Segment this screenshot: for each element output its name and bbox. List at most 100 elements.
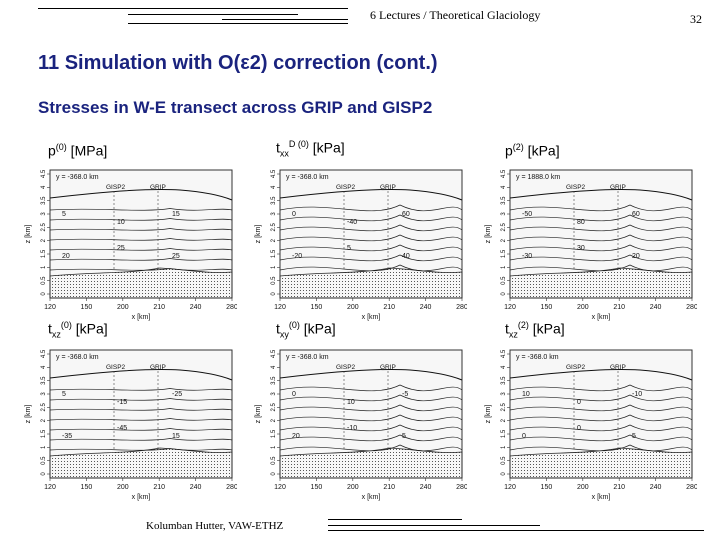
title-prefix: 11 Simulation with O( — [38, 52, 241, 74]
z-tick-label: 2.5 — [41, 403, 47, 412]
z-tick-label: 3 — [271, 392, 277, 396]
contour-line — [279, 264, 463, 272]
footer-rule-a — [328, 519, 462, 520]
contour-value-label: 15 — [172, 211, 180, 218]
bedrock-region — [509, 267, 693, 299]
ice-surface — [49, 188, 233, 201]
station-label: GRIP — [610, 184, 626, 191]
x-tick-label: 240 — [190, 304, 202, 311]
x-tick-label: 200 — [347, 304, 359, 311]
contour-line — [49, 438, 233, 441]
footer-author: Kolumban Hutter, VAW-ETHZ — [146, 520, 284, 532]
x-tick-label: 150 — [541, 484, 553, 491]
contour-value-label: 0 — [522, 433, 526, 440]
x-tick-label: 120 — [504, 484, 516, 491]
contour-plot: 10 0 -10 0 0 5 y = -368.0 km GISP2 GRIP 0 0.5 1 1.5 2… — [485, 349, 698, 501]
x-tick-label: 150 — [541, 304, 553, 311]
contour-value-label: 5 — [632, 433, 636, 440]
x-tick-label: 280 — [686, 484, 697, 491]
z-tick-label: 3.5 — [501, 376, 507, 385]
contour-line — [49, 448, 233, 451]
ice-surface — [509, 188, 693, 201]
z-tick-label: 4.5 — [41, 349, 47, 358]
panel-label-1: p(0) [MPa] — [48, 142, 108, 159]
contour-value-label: 5 — [347, 245, 351, 252]
x-tick-label: 280 — [226, 484, 237, 491]
title-suffix: ) correction (cont.) — [260, 52, 438, 74]
z-tick-label: 1.5 — [41, 249, 47, 258]
contour-line — [509, 254, 693, 262]
z-tick-label: 4.5 — [271, 169, 277, 178]
header-rule-c — [128, 23, 348, 24]
contour-value-label: 60 — [402, 211, 410, 218]
contour-line — [509, 424, 693, 432]
panel-label-5: txy(0) [kPa] — [276, 320, 336, 340]
x-tick-label: 210 — [613, 484, 625, 491]
z-tick-label: 3 — [41, 212, 47, 216]
header-rule-a — [128, 14, 298, 15]
z-tick-label: 3.5 — [271, 196, 277, 205]
x-tick-label: 210 — [153, 304, 165, 311]
bedrock-region — [279, 267, 463, 299]
slide-subtitle: Stresses in W-E transect across GRIP and… — [38, 98, 433, 117]
section-label: y = -368.0 km — [286, 354, 329, 361]
z-tick-label: 2 — [271, 238, 277, 242]
panel-label-4: txz(0) [kPa] — [48, 320, 108, 340]
slide-title: 11 Simulation with O(ε2) correction (con… — [38, 52, 438, 75]
contour-line — [279, 384, 463, 392]
z-axis-label: z [km] — [25, 225, 32, 244]
contour-value-label: -25 — [172, 391, 182, 398]
x-tick-label: 120 — [44, 304, 56, 311]
contour-value-label: -20 — [292, 253, 302, 260]
title-epsilon: ε — [240, 52, 250, 74]
z-tick-label: 0.5 — [41, 276, 47, 285]
ice-surface — [509, 368, 693, 381]
z-tick-label: 2.5 — [501, 403, 507, 412]
contour-value-label: 15 — [172, 433, 180, 440]
contour-line — [49, 388, 233, 391]
x-tick-label: 200 — [577, 484, 589, 491]
contour-line — [279, 254, 463, 262]
contour-value-label: -45 — [117, 425, 127, 432]
ice-surface — [279, 188, 463, 201]
contour-line — [49, 238, 233, 241]
contour-line — [49, 208, 233, 211]
contour-line — [49, 428, 233, 431]
z-tick-label: 4.5 — [501, 169, 507, 178]
x-tick-label: 120 — [504, 304, 516, 311]
x-axis-label: x [km] — [132, 314, 151, 321]
contour-value-label: 5 — [62, 391, 66, 398]
station-label: GISP2 — [566, 364, 586, 371]
contour-line — [509, 444, 693, 452]
z-tick-label: 0.5 — [501, 456, 507, 465]
x-tick-label: 150 — [81, 304, 93, 311]
z-tick-label: 4.5 — [41, 169, 47, 178]
contour-value-label: -10 — [347, 425, 357, 432]
station-label: GRIP — [150, 364, 166, 371]
x-tick-label: 120 — [274, 304, 286, 311]
contour-line — [509, 384, 693, 392]
x-axis-label: x [km] — [362, 314, 381, 321]
x-tick-label: 280 — [226, 304, 237, 311]
z-tick-label: 3.5 — [501, 196, 507, 205]
contour-plot: 0 10 -5 20 -10 5 y = -368.0 km GISP2 GRIP 0 0.5 1 1.… — [255, 349, 468, 501]
z-tick-label: 4.5 — [271, 349, 277, 358]
x-tick-label: 240 — [650, 484, 662, 491]
contour-value-label: 40 — [402, 253, 410, 260]
contour-value-label: 20 — [632, 253, 640, 260]
contour-value-label: 0 — [577, 399, 581, 406]
course-title: 6 Lectures / Theoretical Glaciology — [370, 8, 541, 22]
z-tick-label: 3 — [501, 212, 507, 216]
bedrock-region — [49, 267, 233, 299]
z-tick-label: 3 — [271, 212, 277, 216]
station-label: GISP2 — [336, 184, 356, 191]
contour-value-label: 10 — [117, 219, 125, 226]
station-label: GISP2 — [106, 184, 126, 191]
z-tick-label: 0 — [41, 472, 47, 476]
contour-value-label: 60 — [632, 211, 640, 218]
section-label: y = -368.0 km — [56, 174, 99, 181]
footer-rule-c — [328, 530, 704, 531]
contour-value-label: 25 — [172, 253, 180, 260]
z-tick-label: 1.5 — [501, 249, 507, 258]
x-tick-label: 280 — [456, 304, 467, 311]
